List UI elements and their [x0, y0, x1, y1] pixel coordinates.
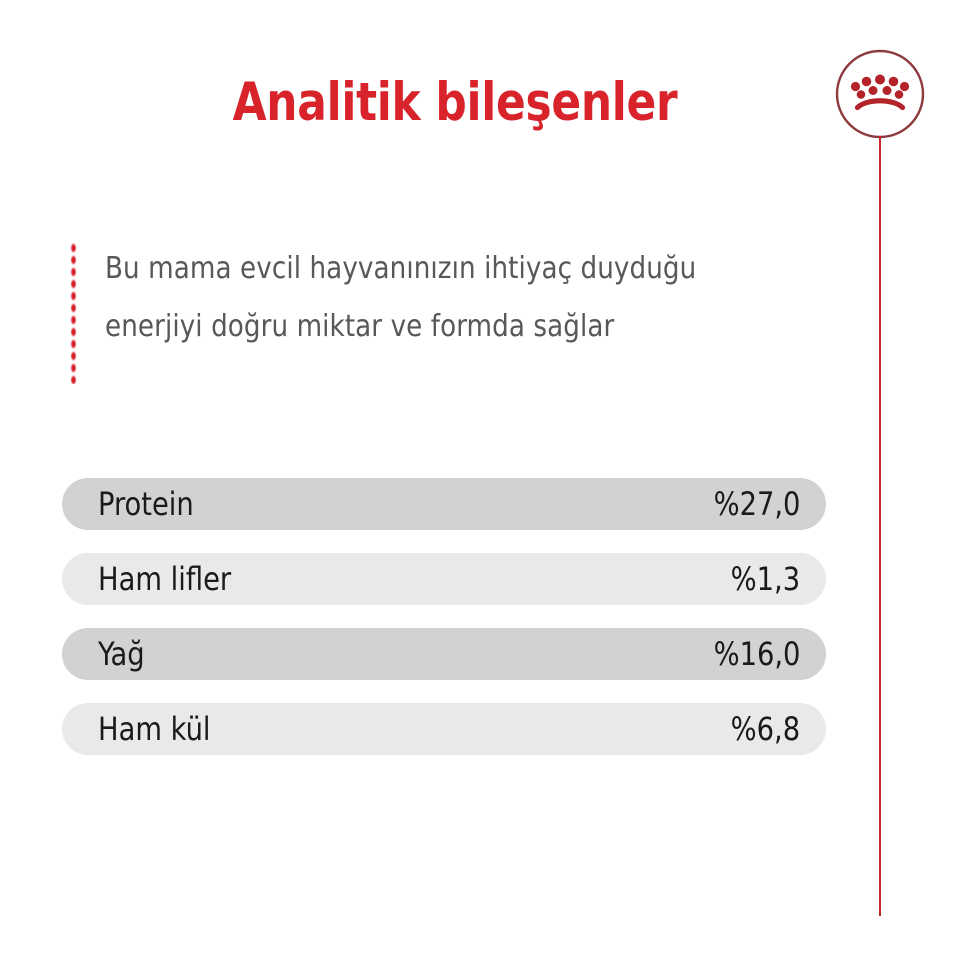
intro-line-2: enerjiyi doğru miktar ve formda sağlar	[105, 309, 615, 344]
row-value: %6,8	[730, 710, 800, 748]
page-title: Analitik bileşenler	[232, 72, 678, 133]
table-row: Ham kül %6,8	[62, 703, 826, 755]
intro-text: Bu mama evcil hayvanınızın ihtiyaç duydu…	[105, 240, 769, 356]
logo-vertical-rule	[879, 136, 881, 916]
row-value: %27,0	[713, 485, 800, 523]
table-row: Ham lifler %1,3	[62, 553, 826, 605]
intro-line-1: Bu mama evcil hayvanınızın ihtiyaç duydu…	[105, 251, 697, 286]
row-label: Ham kül	[98, 710, 211, 748]
intro-block: Bu mama evcil hayvanınızın ihtiyaç duydu…	[70, 240, 790, 384]
vertical-dotted-rule-icon	[70, 242, 77, 384]
row-value: %1,3	[730, 560, 800, 598]
royal-canin-logo	[834, 48, 926, 140]
row-label: Ham lifler	[98, 560, 232, 598]
crown-in-circle-icon	[835, 49, 925, 139]
table-row: Protein %27,0	[62, 478, 826, 530]
row-value: %16,0	[713, 635, 800, 673]
row-label: Protein	[98, 485, 194, 523]
analysis-table: Protein %27,0 Ham lifler %1,3 Yağ %16,0 …	[62, 478, 826, 755]
row-label: Yağ	[98, 635, 145, 673]
table-row: Yağ %16,0	[62, 628, 826, 680]
